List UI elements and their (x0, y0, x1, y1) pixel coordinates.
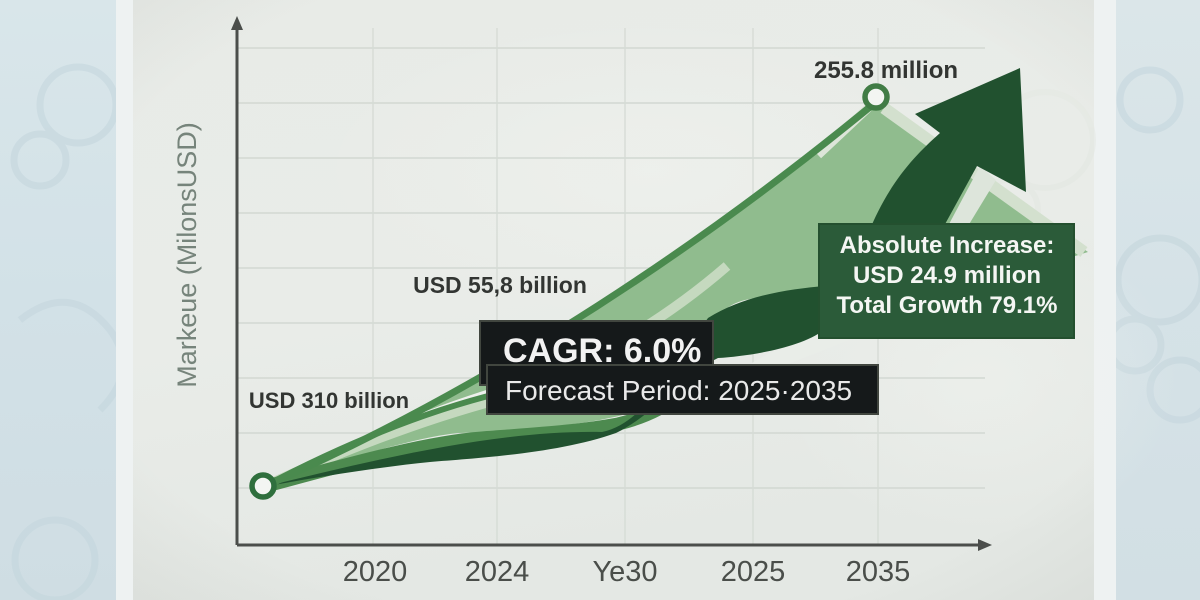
svg-text:USD 55,8 billion: USD 55,8 billion (413, 272, 587, 298)
svg-text:Ye30: Ye30 (592, 556, 657, 588)
svg-text:Total Growth 79.1%: Total Growth 79.1% (837, 292, 1058, 319)
svg-text:USD 310 billion: USD 310 billion (249, 388, 409, 413)
svg-text:Forecast Period: 2025·2035: Forecast Period: 2025·2035 (505, 375, 852, 406)
svg-text:2035: 2035 (846, 556, 911, 588)
svg-text:2024: 2024 (465, 556, 530, 588)
svg-text:Markeue (MilonsUSD): Markeue (MilonsUSD) (172, 122, 202, 388)
svg-text:Absolute Increase:: Absolute Increase: (840, 232, 1055, 259)
svg-text:255.8 million: 255.8 million (814, 57, 958, 84)
svg-text:2020: 2020 (343, 556, 408, 588)
svg-text:2025: 2025 (721, 556, 786, 588)
svg-text:CAGR: 6.0%: CAGR: 6.0% (503, 332, 701, 370)
svg-text:USD 24.9 million: USD 24.9 million (853, 262, 1041, 289)
